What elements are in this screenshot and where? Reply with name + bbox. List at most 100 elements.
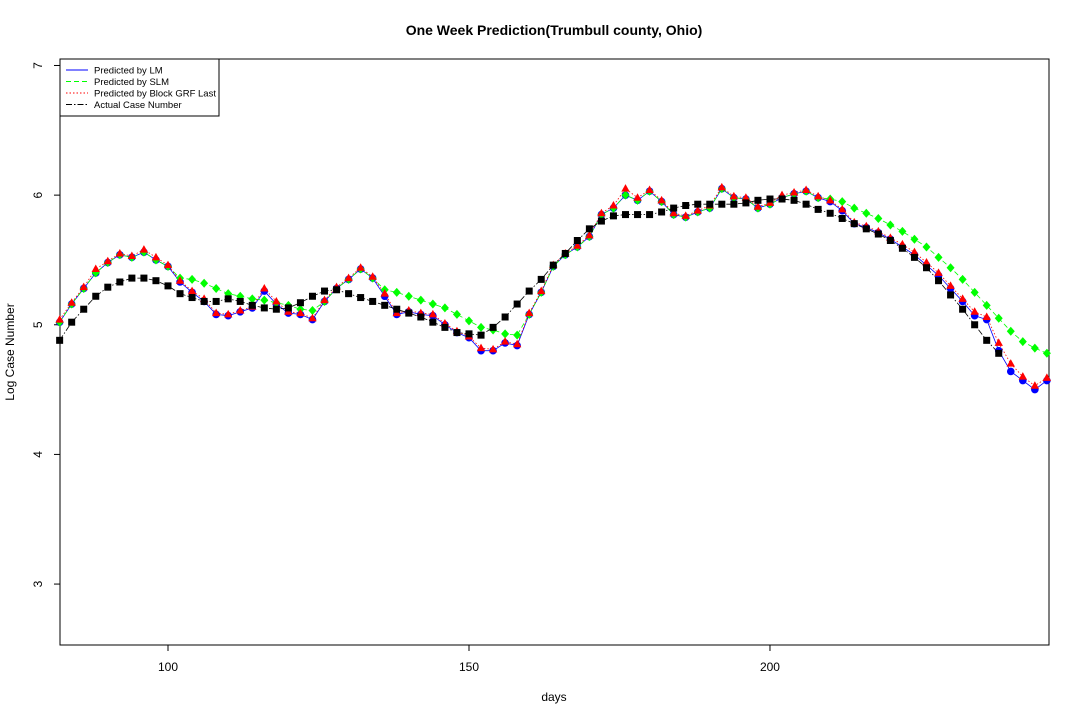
point <box>489 323 497 331</box>
point <box>187 286 197 295</box>
point <box>838 214 846 222</box>
point <box>260 304 268 312</box>
point <box>524 308 534 317</box>
point <box>1042 348 1051 358</box>
point <box>151 252 161 261</box>
point <box>284 304 292 312</box>
point <box>826 209 834 217</box>
point <box>573 237 581 245</box>
point <box>573 241 582 249</box>
point <box>296 308 305 317</box>
point <box>127 251 137 260</box>
point <box>706 200 714 208</box>
point <box>164 282 172 290</box>
point <box>1030 381 1040 389</box>
point <box>381 301 389 309</box>
point <box>874 213 883 223</box>
point <box>645 185 654 193</box>
point <box>995 349 1003 357</box>
point <box>670 204 678 212</box>
point <box>163 260 173 269</box>
point <box>983 336 991 344</box>
point <box>922 242 931 252</box>
point <box>308 313 317 322</box>
point <box>428 309 438 318</box>
point <box>116 278 124 286</box>
point <box>55 315 64 323</box>
legend-label: Predicted by SLM <box>94 77 169 88</box>
point <box>139 245 149 253</box>
point <box>825 195 835 204</box>
point <box>333 286 341 294</box>
point <box>405 309 413 317</box>
point <box>801 185 811 193</box>
point <box>212 283 221 293</box>
point <box>886 220 895 230</box>
point <box>212 297 220 305</box>
point <box>380 289 389 297</box>
x-tick-label: 150 <box>459 660 479 674</box>
point <box>345 290 353 298</box>
legend-label: Predicted by Block GRF Last <box>94 89 216 100</box>
point <box>80 305 88 313</box>
point <box>609 201 618 209</box>
point <box>260 295 269 305</box>
point <box>1006 367 1015 376</box>
point <box>1030 343 1039 353</box>
point <box>79 282 88 291</box>
point <box>789 188 799 196</box>
point <box>1006 326 1015 336</box>
point <box>441 323 449 331</box>
point <box>320 295 329 304</box>
point <box>657 195 666 204</box>
point <box>1018 337 1027 347</box>
point <box>188 274 197 284</box>
point <box>910 253 918 261</box>
point <box>128 274 136 282</box>
point <box>501 329 510 339</box>
point <box>513 300 521 308</box>
point <box>392 287 401 297</box>
point <box>211 308 221 317</box>
point <box>561 249 569 257</box>
point <box>140 274 148 282</box>
point <box>549 261 557 269</box>
point <box>970 287 979 297</box>
point <box>633 193 642 201</box>
point <box>874 230 882 238</box>
legend-box <box>59 58 220 117</box>
point <box>488 344 498 353</box>
point <box>68 318 76 326</box>
point <box>585 230 594 239</box>
point <box>393 305 401 313</box>
point <box>512 339 522 348</box>
point <box>922 264 930 272</box>
point <box>104 283 112 291</box>
point <box>513 330 522 340</box>
point <box>369 297 377 305</box>
point <box>813 191 823 200</box>
point <box>404 291 413 301</box>
point <box>1042 373 1052 381</box>
point <box>682 202 690 209</box>
point <box>188 294 196 302</box>
point <box>681 211 690 219</box>
point <box>92 292 100 300</box>
point <box>464 316 473 326</box>
point <box>67 298 76 306</box>
y-tick-label: 5 <box>31 321 45 328</box>
point <box>609 212 617 220</box>
point <box>236 297 244 305</box>
point <box>236 306 245 314</box>
point <box>862 225 870 233</box>
point <box>838 197 847 207</box>
point <box>477 322 486 332</box>
point <box>200 297 208 305</box>
point <box>260 283 269 292</box>
point <box>646 211 654 219</box>
point <box>429 318 437 326</box>
y-tick-label: 3 <box>31 580 45 587</box>
point <box>958 274 967 284</box>
point <box>742 199 750 207</box>
